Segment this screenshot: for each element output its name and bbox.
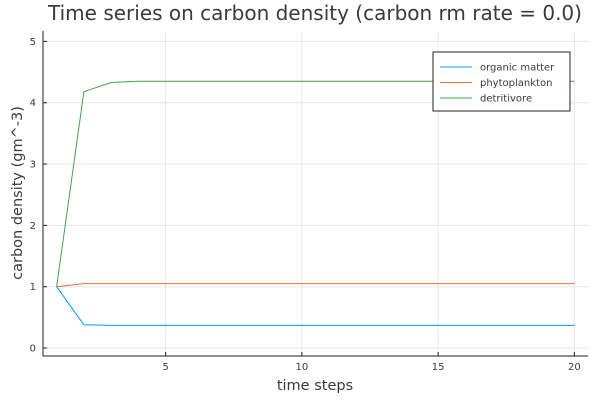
y-tick-label: 3 xyxy=(30,160,36,171)
x-axis-label: time steps xyxy=(277,378,353,394)
chart-title: Time series on carbon density (carbon rm… xyxy=(47,1,582,25)
legend-box xyxy=(432,51,571,112)
y-tick-label: 4 xyxy=(30,98,36,109)
series-line-organic-matter xyxy=(56,286,575,326)
y-tick-label: 1 xyxy=(30,282,36,293)
legend: organic matter phytoplankton detritivore xyxy=(432,51,571,112)
x-tick-label: 20 xyxy=(568,362,581,373)
y-tick-label: 5 xyxy=(30,37,36,48)
y-tick-label: 2 xyxy=(30,221,36,232)
y-tick-label: 0 xyxy=(30,344,36,355)
series-line-phytoplankton xyxy=(56,283,575,288)
y-axis-label: carbon density (gm^-3) xyxy=(10,106,26,280)
x-tick-label: 15 xyxy=(432,362,445,373)
legend-label-phytoplankton: phytoplankton xyxy=(480,78,552,89)
legend-label-organic-matter: organic matter xyxy=(480,63,555,74)
series-line-detritivore xyxy=(56,80,575,287)
x-tick-label: 5 xyxy=(162,362,168,373)
x-tick-label: 10 xyxy=(296,362,309,373)
x-axis-ticks: 5 10 15 20 xyxy=(162,352,581,373)
series-lines xyxy=(56,80,575,326)
y-axis-ticks: 0 1 2 3 4 5 xyxy=(30,37,47,355)
legend-label-detritivore: detritivore xyxy=(480,94,532,105)
